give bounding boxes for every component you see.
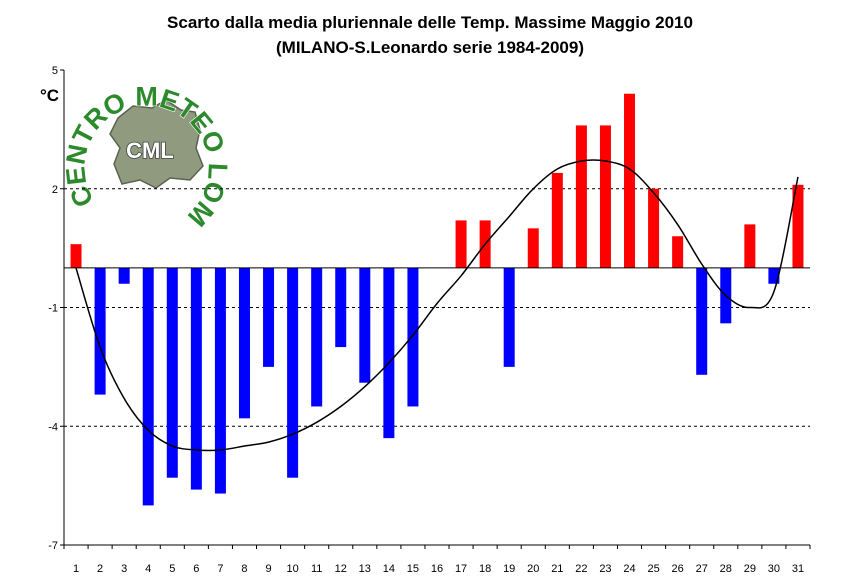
y-tick-labels: 5 2 -1 -4 -7 (48, 65, 58, 552)
bar-day-6 (190, 267, 202, 490)
x-tick-label: 29 (744, 563, 756, 575)
bar-day-1 (70, 244, 82, 268)
x-tick-label: 9 (265, 563, 271, 575)
x-tick-label: 3 (121, 563, 127, 575)
gridlines (64, 188, 810, 427)
bar-day-7 (214, 267, 226, 494)
bar-day-23 (599, 125, 611, 268)
x-tick-label: 1 (73, 563, 79, 575)
centro-meteo-lombardo-logo: CML CENTRO METEO LOMBARDO (0, 0, 234, 233)
bar-day-5 (166, 267, 178, 478)
bar-day-27 (696, 267, 708, 375)
x-tick-label: 2 (97, 563, 103, 575)
x-tick-label: 24 (623, 563, 635, 575)
logo-monogram: CML (126, 138, 174, 163)
bar-day-3 (118, 267, 130, 284)
axes (60, 69, 811, 549)
trend-line (75, 159, 799, 452)
lombardy-map-icon (109, 99, 204, 189)
x-tick-label: 20 (527, 563, 539, 575)
bar-day-2 (94, 267, 106, 395)
bar-day-19 (503, 267, 515, 367)
x-tick-label: 17 (455, 563, 467, 575)
y-axis-unit: °C (40, 86, 59, 105)
x-tick-label: 27 (696, 563, 708, 575)
y-tick-label: -1 (48, 303, 58, 315)
x-tick-label: 19 (503, 563, 515, 575)
bar-day-4 (142, 267, 154, 506)
bar-day-31 (792, 184, 804, 268)
x-tick-label: 31 (792, 563, 804, 575)
bar-day-30 (768, 267, 780, 284)
bar-day-24 (624, 93, 636, 268)
x-tick-label: 11 (311, 563, 322, 575)
x-tick-label: 30 (768, 563, 780, 575)
y-tick-label: -4 (48, 421, 58, 433)
bar-day-26 (672, 236, 684, 268)
x-tick-label: 14 (383, 563, 395, 575)
x-tick-label: 10 (286, 563, 298, 575)
y-tick-label: -7 (48, 540, 58, 552)
bar-day-8 (238, 267, 250, 419)
x-tick-label: 23 (599, 563, 611, 575)
x-tick-label: 7 (217, 563, 223, 575)
x-tick-label: 16 (431, 563, 443, 575)
x-tick-label: 15 (407, 563, 419, 575)
y-tick-label: 2 (52, 184, 58, 196)
x-tick-label: 6 (193, 563, 199, 575)
bar-day-11 (311, 267, 323, 407)
bar-day-17 (455, 220, 467, 268)
y-tick-label: 5 (52, 65, 58, 77)
bar-day-14 (383, 267, 395, 439)
logo-ring-text: CENTRO METEO LOMBARDO (0, 0, 233, 232)
bar-day-13 (359, 267, 371, 383)
bar-day-21 (551, 172, 563, 268)
bar-day-29 (744, 224, 756, 268)
x-tick-label: 21 (551, 563, 563, 575)
x-tick-label: 5 (169, 563, 175, 575)
chart-subtitle: (MILANO-S.Leonardo serie 1984-2009) (276, 38, 584, 57)
x-tick-label: 28 (720, 563, 732, 575)
x-tick-label: 12 (335, 563, 347, 575)
bar-day-20 (527, 228, 539, 268)
x-tick-label: 4 (145, 563, 151, 575)
x-tick-label: 25 (647, 563, 659, 575)
x-tick-label: 22 (575, 563, 587, 575)
x-tick-label: 18 (479, 563, 491, 575)
bar-day-10 (287, 267, 299, 478)
chart-title: Scarto dalla media pluriennale delle Tem… (167, 13, 693, 32)
bar-day-12 (335, 267, 347, 348)
bar-day-22 (575, 125, 587, 268)
bar-day-15 (407, 267, 419, 407)
bar-day-9 (263, 267, 275, 367)
x-tick-label: 26 (672, 563, 684, 575)
bar-day-25 (648, 188, 660, 268)
x-tick-labels: 1 2 3 4 5 6 7 8 9 10 11 12 13 14 15 16 17 18 19 20 21 22 23 24 2… (73, 563, 804, 575)
x-tick-label: 13 (359, 563, 371, 575)
x-tick-label: 8 (241, 563, 247, 575)
